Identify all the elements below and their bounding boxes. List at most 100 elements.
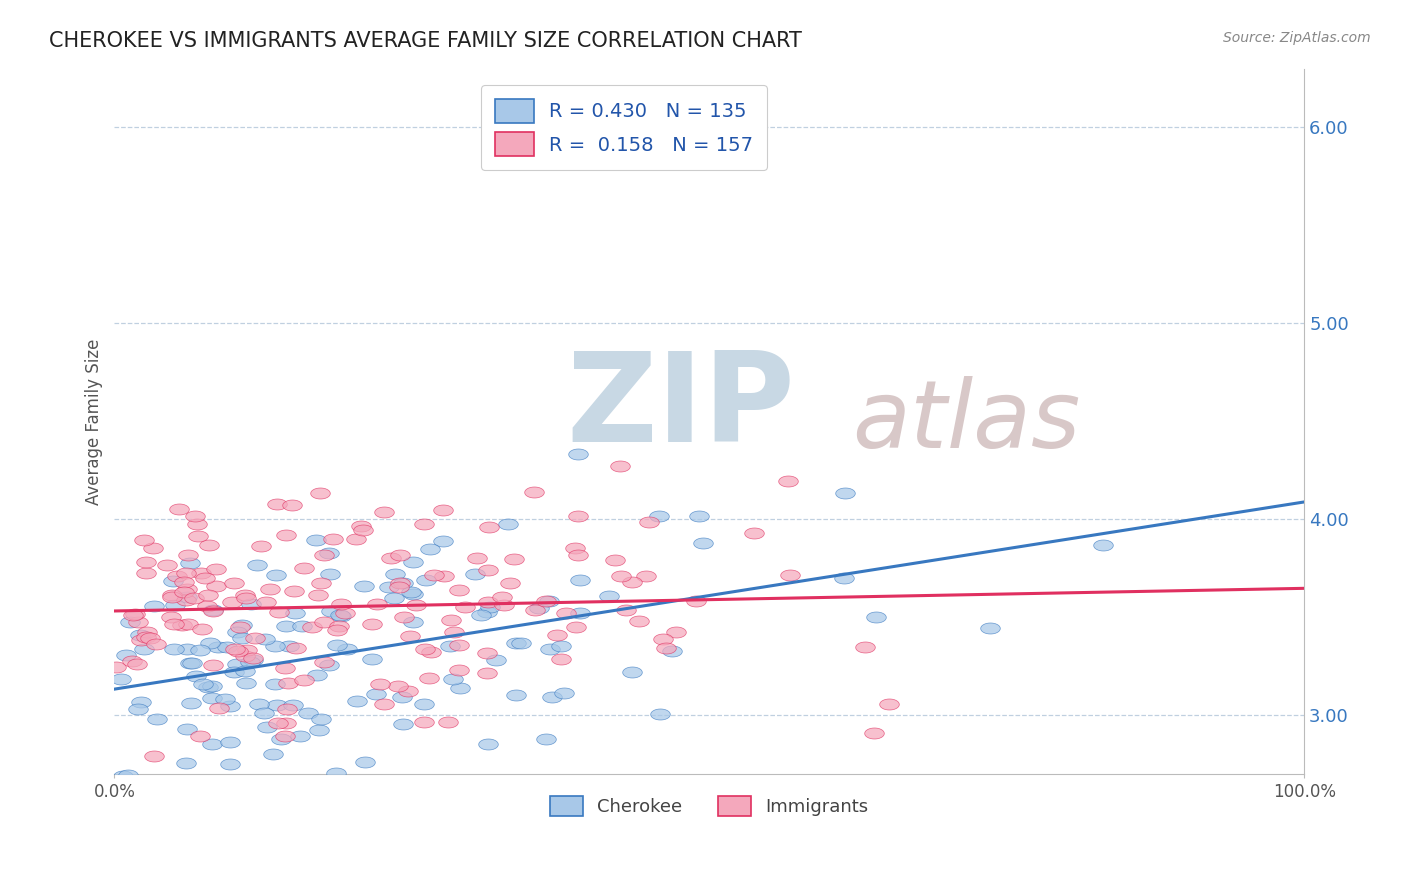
- Point: [176, 723, 198, 737]
- Point: [270, 732, 292, 747]
- Point: [162, 574, 184, 589]
- Point: [413, 517, 436, 532]
- Point: [433, 569, 456, 583]
- Point: [160, 610, 183, 624]
- Point: [292, 561, 315, 575]
- Point: [415, 642, 437, 657]
- Point: [276, 702, 298, 716]
- Point: [322, 533, 344, 547]
- Point: [115, 648, 138, 663]
- Point: [321, 604, 343, 618]
- Point: [197, 680, 219, 694]
- Point: [235, 643, 257, 657]
- Point: [505, 635, 527, 649]
- Point: [225, 657, 247, 672]
- Point: [325, 765, 347, 780]
- Point: [172, 618, 194, 632]
- Point: [184, 508, 207, 523]
- Point: [184, 669, 207, 683]
- Point: [129, 633, 152, 648]
- Point: [222, 665, 245, 679]
- Point: [877, 697, 900, 711]
- Point: [250, 539, 273, 553]
- Y-axis label: Average Family Size: Average Family Size: [86, 338, 103, 505]
- Point: [361, 652, 384, 666]
- Point: [117, 767, 139, 781]
- Point: [200, 691, 222, 706]
- Point: [112, 775, 135, 789]
- Point: [432, 533, 454, 548]
- Point: [314, 615, 336, 629]
- Point: [112, 798, 135, 813]
- Point: [188, 643, 211, 657]
- Point: [118, 615, 141, 629]
- Point: [364, 688, 387, 702]
- Point: [281, 498, 304, 512]
- Point: [132, 641, 155, 656]
- Point: [224, 641, 246, 656]
- Legend: Cherokee, Immigrants: Cherokee, Immigrants: [541, 787, 877, 825]
- Point: [537, 594, 560, 608]
- Point: [173, 574, 195, 589]
- Point: [449, 681, 471, 695]
- Point: [368, 677, 391, 691]
- Point: [402, 587, 425, 601]
- Point: [308, 723, 330, 737]
- Point: [419, 645, 441, 659]
- Point: [418, 671, 440, 685]
- Point: [274, 729, 297, 743]
- Point: [401, 584, 423, 599]
- Point: [276, 716, 298, 731]
- Point: [550, 639, 572, 653]
- Point: [256, 720, 278, 734]
- Point: [330, 608, 353, 623]
- Point: [132, 533, 155, 547]
- Point: [253, 632, 276, 647]
- Point: [443, 625, 465, 640]
- Point: [274, 619, 297, 633]
- Point: [156, 558, 179, 573]
- Point: [235, 676, 257, 690]
- Point: [124, 607, 146, 622]
- Point: [494, 598, 516, 612]
- Point: [309, 712, 332, 726]
- Point: [167, 502, 190, 516]
- Point: [309, 575, 332, 590]
- Point: [307, 667, 329, 681]
- Point: [415, 573, 437, 587]
- Point: [534, 732, 557, 747]
- Point: [329, 598, 352, 612]
- Point: [475, 605, 498, 619]
- Point: [350, 518, 373, 533]
- Point: [253, 706, 276, 721]
- Point: [387, 580, 409, 594]
- Point: [621, 574, 644, 589]
- Point: [392, 576, 415, 591]
- Point: [136, 625, 159, 640]
- Point: [1091, 538, 1114, 552]
- Point: [692, 536, 714, 550]
- Point: [207, 640, 229, 654]
- Point: [173, 585, 195, 599]
- Point: [242, 650, 264, 665]
- Point: [441, 672, 464, 686]
- Point: [865, 610, 887, 624]
- Point: [550, 652, 572, 666]
- Point: [432, 503, 454, 517]
- Point: [614, 603, 637, 617]
- Point: [186, 516, 208, 531]
- Point: [198, 538, 221, 552]
- Point: [188, 729, 211, 743]
- Point: [832, 571, 855, 585]
- Point: [277, 676, 299, 690]
- Point: [378, 580, 401, 594]
- Point: [233, 588, 256, 602]
- Point: [142, 541, 165, 556]
- Point: [423, 568, 446, 582]
- Point: [380, 550, 402, 565]
- Point: [373, 697, 395, 711]
- Point: [127, 702, 149, 716]
- Point: [318, 658, 340, 673]
- Point: [239, 655, 262, 669]
- Point: [125, 657, 148, 672]
